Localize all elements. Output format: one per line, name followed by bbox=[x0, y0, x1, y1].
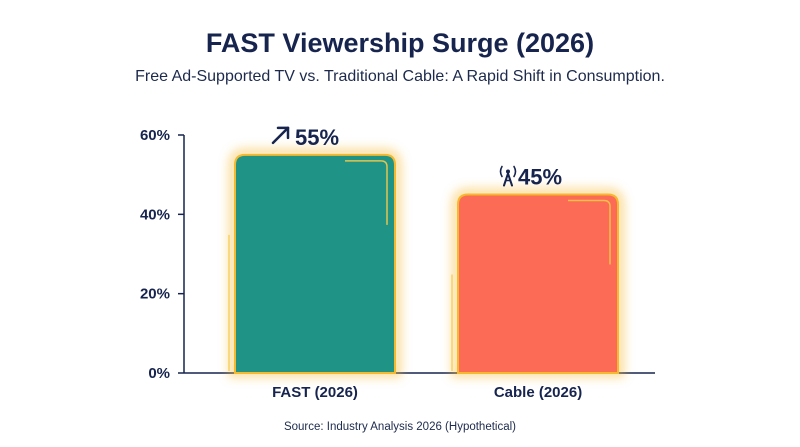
bar-cable bbox=[457, 193, 619, 374]
y-tick-label: 60% bbox=[140, 127, 170, 144]
y-tick-label: 20% bbox=[140, 286, 170, 303]
bars bbox=[228, 148, 624, 377]
data-label-group: 55% bbox=[271, 125, 339, 150]
bar-highlight bbox=[568, 199, 611, 265]
chart-title: FAST Viewership Surge (2026) bbox=[205, 28, 595, 58]
trend-up-arrow-icon bbox=[271, 126, 290, 145]
bar-glow bbox=[452, 188, 624, 377]
bar-fast bbox=[234, 153, 396, 374]
data-label: 55% bbox=[295, 125, 339, 150]
labels: FAST (2026) 55% Cable (2026) 45% bbox=[271, 125, 582, 401]
x-category-label: Cable (2026) bbox=[494, 384, 582, 401]
x-category-label: FAST (2026) bbox=[272, 384, 358, 401]
data-label: 45% bbox=[518, 165, 562, 190]
y-tick-label: 40% bbox=[140, 206, 170, 223]
bar-glow bbox=[229, 148, 401, 377]
chart-subtitle: Free Ad-Supported TV vs. Traditional Cab… bbox=[135, 68, 665, 85]
y-tick-label: 0% bbox=[148, 365, 170, 382]
bar-highlight bbox=[345, 160, 388, 225]
broadcast-antenna-icon bbox=[499, 165, 517, 187]
data-label-group: 45% bbox=[499, 165, 562, 190]
source-note: Source: Industry Analysis 2026 (Hypothet… bbox=[283, 421, 517, 433]
